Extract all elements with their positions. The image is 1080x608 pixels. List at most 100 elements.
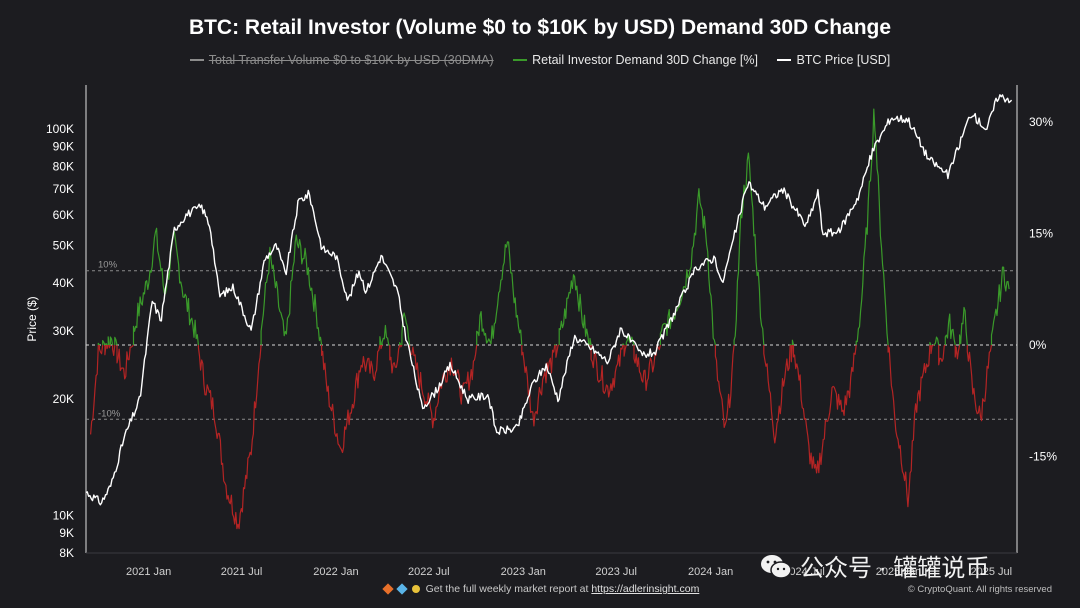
demand-negative-segment: [197, 344, 262, 530]
x-tick-label: 2022 Jan: [313, 566, 358, 578]
demand-positive-segment: [944, 313, 956, 346]
demand-positive-segment: [622, 343, 625, 346]
gem-icon: [396, 583, 408, 595]
demand-positive-segment: [114, 336, 118, 346]
left-tick-label: 8K: [59, 546, 74, 560]
reference-line-label: -10%: [98, 408, 121, 419]
demand-negative-segment: [106, 344, 109, 350]
right-tick-label: -15%: [1029, 449, 1057, 463]
legend-item-total-transfer-volume[interactable]: Total Transfer Volume $0 to $10K by USD …: [189, 53, 494, 67]
demand-negative-segment: [98, 344, 104, 355]
demand-positive-segment: [659, 188, 716, 346]
demand-negative-segment: [380, 344, 383, 350]
x-tick-label: 2023 Jan: [501, 566, 546, 578]
demand-negative-segment: [400, 344, 403, 348]
demand-positive-segment: [791, 339, 795, 346]
demand-positive-segment: [97, 342, 100, 346]
legend-item-btc-price[interactable]: BTC Price [USD]: [777, 53, 890, 67]
demand-negative-segment: [521, 344, 556, 427]
copyright: © CryptoQuant. All rights reserved: [907, 584, 1052, 595]
demand-negative-segment: [623, 344, 627, 357]
demand-positive-segment: [855, 108, 889, 346]
demand-positive-segment: [401, 312, 411, 346]
demand-positive-segment: [260, 234, 323, 346]
x-tick-label: 2022 Jul: [408, 566, 450, 578]
footer-link[interactable]: https://adlerinsight.com: [591, 583, 700, 595]
left-tick-label: 30K: [53, 324, 74, 338]
hands-icon: [410, 583, 422, 595]
demand-negative-segment: [409, 344, 478, 429]
demand-positive-segment: [105, 342, 108, 346]
left-tick-label: 90K: [53, 140, 74, 154]
right-tick-label: 30%: [1029, 115, 1053, 129]
diamond-icon: [382, 583, 394, 595]
demand-negative-segment: [633, 344, 661, 391]
legend-swatch-gray: [189, 58, 204, 61]
demand-negative-segment: [90, 344, 99, 435]
watermark-text: 公众号 · 罐罐说币: [800, 555, 990, 582]
demand-positive-segment: [381, 324, 390, 346]
legend-label: Retail Investor Demand 30D Change [%]: [532, 53, 758, 67]
legend-swatch-white: [777, 58, 792, 61]
btc-price-line: [85, 94, 1013, 506]
demand-negative-segment: [590, 344, 624, 398]
price-series-layer: [85, 94, 1013, 506]
demand-positive-segment: [589, 337, 592, 346]
legend-swatch-green: [513, 58, 528, 61]
footer-text: Get the full weekly market report at: [425, 583, 589, 595]
demand-positive-segment: [558, 274, 590, 346]
reference-lines-layer: 10% -10%: [86, 260, 1017, 420]
demand-negative-segment: [930, 344, 935, 355]
left-tick-label: 80K: [53, 159, 74, 173]
demand-negative-segment: [108, 344, 111, 349]
legend-label: Total Transfer Volume $0 to $10K by USD …: [208, 53, 494, 67]
demand-negative-segment: [792, 344, 857, 474]
legend-label: BTC Price [USD]: [796, 53, 891, 67]
demand-positive-segment: [399, 342, 402, 346]
demand-positive-segment: [933, 336, 940, 346]
demand-negative-segment: [111, 344, 116, 356]
right-tick-label: 15%: [1029, 227, 1053, 241]
demand-negative-segment: [790, 344, 793, 363]
left-axis-label: Price ($): [25, 296, 39, 341]
left-tick-label: 10K: [53, 509, 74, 523]
demand-negative-segment: [555, 344, 560, 358]
left-tick-label: 50K: [53, 238, 74, 252]
demand-positive-segment: [109, 336, 114, 346]
demand-negative-segment: [321, 344, 381, 454]
demand-negative-segment: [887, 344, 931, 508]
demand-positive-segment: [625, 335, 635, 346]
demand-negative-segment: [763, 344, 791, 444]
demand-negative-segment: [714, 344, 735, 428]
demand-positive-segment: [379, 336, 382, 346]
demand-negative-segment: [104, 344, 107, 356]
demand-negative-segment: [389, 344, 401, 374]
left-tick-label: 9K: [59, 526, 74, 540]
demand-positive-segment: [990, 266, 1010, 345]
demand-negative-segment: [966, 344, 993, 422]
x-tick-label: 2025 Jan: [876, 566, 921, 578]
demand-positive-segment: [733, 152, 765, 346]
left-tick-label: 100K: [46, 122, 74, 136]
chart-title: BTC: Retail Investor (Volume $0 to $10K …: [188, 16, 892, 39]
left-tick-label: 70K: [53, 182, 74, 196]
axes-layer: [85, 85, 1018, 554]
right-tick-label: 0%: [1029, 338, 1047, 352]
demand-negative-segment: [116, 344, 134, 380]
wechat-icon: [761, 554, 792, 579]
x-tick-label: 2024 Jan: [688, 566, 733, 578]
demand-positive-segment: [476, 241, 523, 346]
demand-positive-segment: [102, 340, 106, 346]
x-tick-label: 2025 Jul: [971, 566, 1013, 578]
left-tick-label: 40K: [53, 276, 74, 290]
demand-positive-segment: [107, 336, 110, 346]
x-tick-label: 2021 Jan: [126, 566, 171, 578]
x-tick-label: 2021 Jul: [221, 566, 263, 578]
demand-negative-segment: [954, 344, 961, 360]
demand-positive-segment: [958, 306, 968, 346]
x-tick-label: 2024 Jul: [783, 566, 825, 578]
legend-item-retail-demand[interactable]: Retail Investor Demand 30D Change [%]: [513, 53, 758, 67]
demand-negative-segment: [938, 344, 946, 366]
x-tick-label: 2023 Jul: [595, 566, 637, 578]
